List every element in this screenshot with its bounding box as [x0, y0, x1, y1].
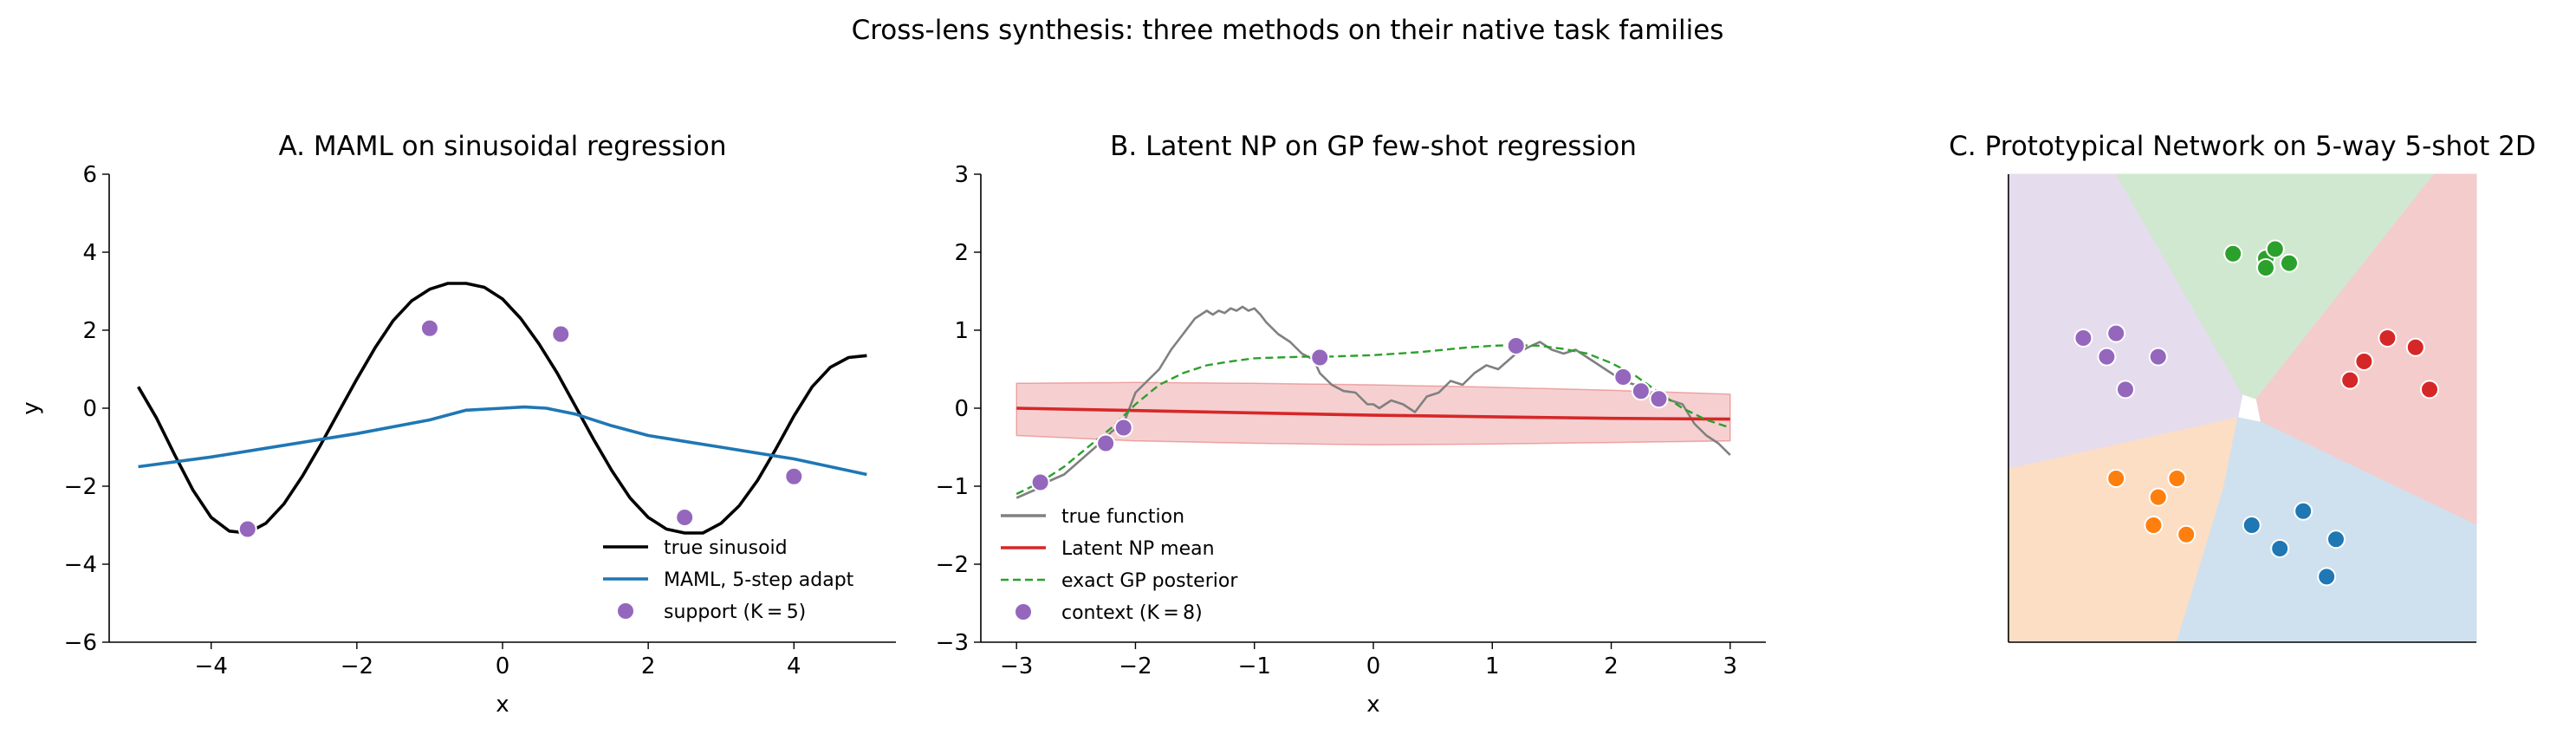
y-tick-label: −3: [936, 630, 969, 656]
context-point: [1506, 336, 1526, 355]
support-point-green: [2265, 239, 2285, 259]
support-point-purple: [2106, 323, 2126, 343]
y-tick-label: 2: [82, 318, 97, 344]
support-point: [419, 318, 439, 338]
maml-adapt-line: [138, 405, 867, 477]
true-sinusoid-line: [137, 282, 867, 535]
panel-title: A. MAML on sinusoidal regression: [278, 131, 726, 162]
support-point-orange: [2177, 524, 2196, 544]
x-tick-label: −2: [1119, 653, 1152, 679]
context-point: [1030, 472, 1050, 492]
panel-b: −3 −2 −1 0 1 2 3 −3 −2 −1 0 1 2 3 B. Latent NP on GP f…: [936, 131, 1766, 718]
x-tick-label: −4: [195, 653, 228, 679]
y-tick-label: 2: [954, 240, 969, 266]
legend-label: context (K = 8): [1061, 602, 1203, 624]
panel-c: C. Prototypical Network on 5-way 5-shot …: [1949, 131, 2536, 643]
support-point-purple: [2148, 347, 2168, 367]
x-tick-label: 2: [1604, 653, 1619, 679]
legend-marker: [1014, 602, 1033, 621]
support-point-blue: [2270, 539, 2290, 558]
x-tick-label: 0: [1366, 653, 1381, 679]
support-point-blue: [2317, 567, 2337, 587]
legend-label: true sinusoid: [664, 537, 788, 559]
y-tick-label: 3: [954, 162, 969, 188]
x-tick-label: 3: [1723, 653, 1738, 679]
context-point: [1310, 348, 1330, 367]
support-point-green: [2256, 258, 2275, 277]
support-point: [675, 508, 695, 527]
figure-suptitle: Cross-lens synthesis: three methods on t…: [852, 15, 1724, 46]
panel-title: C. Prototypical Network on 5-way 5-shot …: [1949, 131, 2535, 162]
legend-label: exact GP posterior: [1061, 570, 1238, 592]
support-point-red: [2378, 328, 2398, 348]
support-point-blue: [2242, 516, 2261, 535]
y-tick-label: 1: [954, 318, 969, 344]
y-tick-label: −4: [64, 552, 97, 578]
y-tick-label: −6: [64, 630, 97, 656]
legend-label: Latent NP mean: [1061, 538, 1215, 560]
support-point-purple: [2073, 328, 2093, 348]
legend-label: support (K = 5): [664, 601, 806, 623]
x-tick-label: −3: [1000, 653, 1033, 679]
true-function-line: [1015, 305, 1731, 499]
panel-a: −4 −2 0 2 4 −6 −4 −2 0 2 4 6 A. MAML on sinusoidal r…: [18, 131, 896, 718]
latent-np-mean-line: [1016, 406, 1730, 421]
y-tick-label: 0: [82, 396, 97, 422]
legend-label: MAML, 5-step adapt: [664, 569, 854, 591]
x-axis-label: x: [496, 692, 509, 718]
support-point-red: [2354, 352, 2374, 371]
y-axis-label: y: [18, 401, 44, 414]
context-point: [1631, 381, 1651, 401]
context-point: [1613, 367, 1633, 387]
support-point-red: [2340, 370, 2360, 390]
support-point-orange: [2144, 516, 2164, 535]
y-tick-label: 6: [82, 162, 97, 188]
y-tick-label: −1: [936, 474, 969, 500]
context-point: [1096, 433, 1116, 453]
y-tick-label: 4: [82, 240, 97, 266]
support-point: [551, 324, 571, 344]
x-tick-label: 2: [641, 653, 656, 679]
exact-gp-posterior-line: [1015, 343, 1731, 496]
x-axis-label: x: [1366, 692, 1379, 718]
context-point: [1113, 418, 1133, 438]
legend-marker: [616, 601, 635, 621]
support-point-red: [2405, 337, 2425, 357]
x-tick-label: 0: [496, 653, 510, 679]
panel-title: B. Latent NP on GP few-shot regression: [1110, 131, 1637, 162]
support-point-blue: [2326, 530, 2346, 549]
x-tick-label: −1: [1238, 653, 1271, 679]
support-point: [784, 466, 804, 486]
support-point-orange: [2106, 469, 2126, 488]
y-tick-label: −2: [64, 474, 97, 500]
support-point-blue: [2294, 501, 2313, 521]
support-point-orange: [2148, 487, 2168, 507]
y-tick-label: −2: [936, 552, 969, 578]
support-point: [237, 519, 257, 539]
x-tick-label: −2: [341, 653, 373, 679]
support-point-green: [2280, 253, 2299, 273]
legend-label: true function: [1061, 506, 1184, 528]
support-point-purple: [2116, 380, 2135, 400]
support-point-purple: [2097, 347, 2117, 367]
support-point-red: [2420, 380, 2439, 400]
context-point: [1649, 389, 1669, 409]
support-point-orange: [2167, 469, 2187, 488]
x-tick-label: 1: [1485, 653, 1500, 679]
y-tick-label: 0: [954, 396, 969, 422]
x-tick-label: 4: [787, 653, 801, 679]
support-point-green: [2223, 244, 2243, 263]
